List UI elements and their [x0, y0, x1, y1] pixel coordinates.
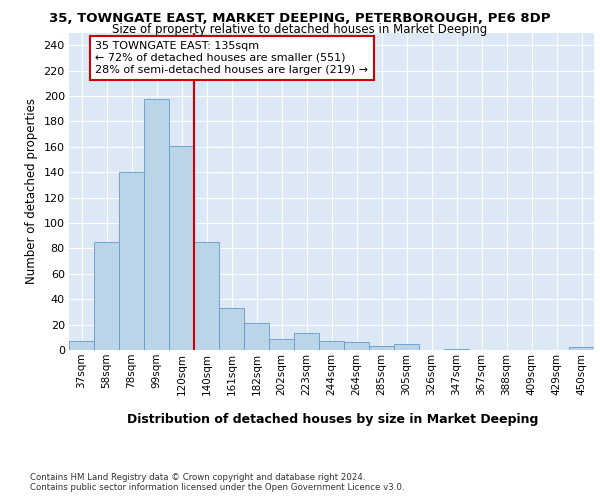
Text: Contains public sector information licensed under the Open Government Licence v3: Contains public sector information licen… — [30, 484, 404, 492]
Bar — [94, 242, 119, 350]
Text: Distribution of detached houses by size in Market Deeping: Distribution of detached houses by size … — [127, 412, 539, 426]
Bar — [344, 342, 369, 350]
Bar — [444, 348, 469, 350]
Y-axis label: Number of detached properties: Number of detached properties — [25, 98, 38, 284]
Bar — [169, 146, 194, 350]
Bar — [369, 346, 394, 350]
Bar — [319, 341, 344, 350]
Bar — [394, 344, 419, 350]
Text: Size of property relative to detached houses in Market Deeping: Size of property relative to detached ho… — [112, 22, 488, 36]
Text: 35 TOWNGATE EAST: 135sqm
← 72% of detached houses are smaller (551)
28% of semi-: 35 TOWNGATE EAST: 135sqm ← 72% of detach… — [95, 42, 368, 74]
Bar — [219, 308, 244, 350]
Text: 35, TOWNGATE EAST, MARKET DEEPING, PETERBOROUGH, PE6 8DP: 35, TOWNGATE EAST, MARKET DEEPING, PETER… — [49, 12, 551, 26]
Bar — [294, 334, 319, 350]
Bar — [269, 338, 294, 350]
Bar — [119, 172, 144, 350]
Bar — [244, 324, 269, 350]
Bar — [69, 341, 94, 350]
Bar — [144, 98, 169, 350]
Bar — [569, 348, 594, 350]
Bar — [194, 242, 219, 350]
Text: Contains HM Land Registry data © Crown copyright and database right 2024.: Contains HM Land Registry data © Crown c… — [30, 472, 365, 482]
